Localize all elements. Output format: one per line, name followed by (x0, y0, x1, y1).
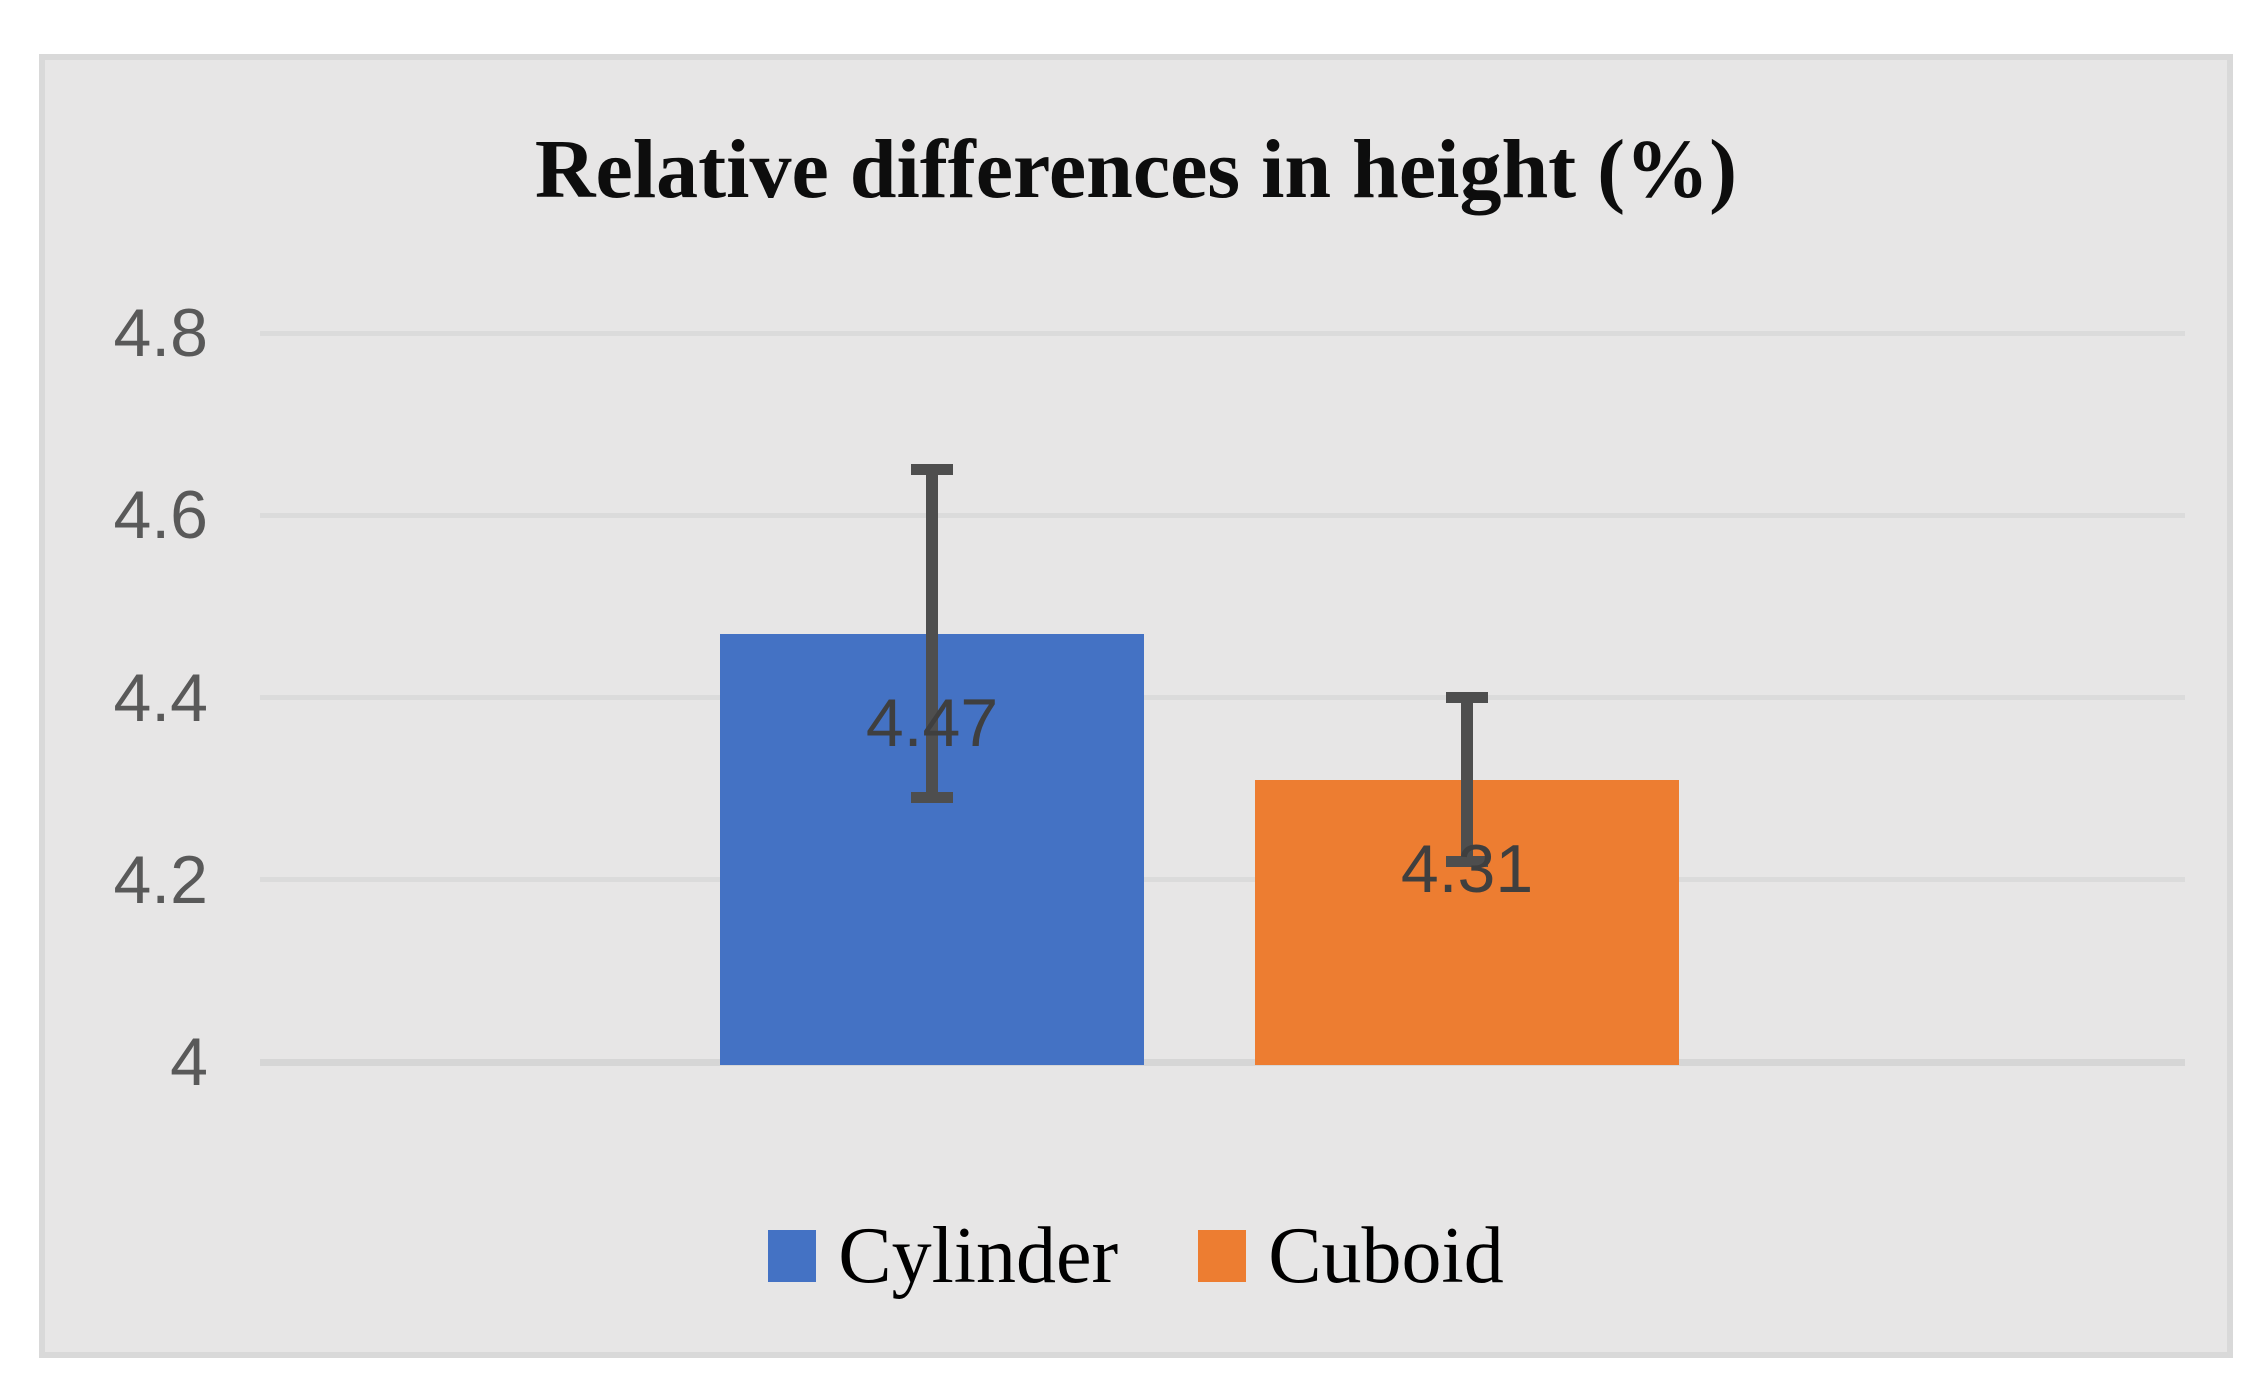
legend-swatch-cylinder (768, 1230, 817, 1282)
ytick-label-4.4: 4.4 (113, 659, 208, 736)
ytick-label-4.2: 4.2 (113, 841, 208, 918)
ytick-label-4.6: 4.6 (113, 477, 208, 554)
gridline-y-4.6 (260, 512, 2185, 518)
error-bar-cylinder-top-cap (911, 464, 953, 476)
error-bar-cuboid-top-cap (1446, 692, 1488, 704)
legend-label-cylinder: Cylinder (838, 1212, 1119, 1300)
ytick-label-4.8: 4.8 (113, 295, 208, 372)
error-bar-cuboid-bottom-cap (1446, 856, 1488, 868)
error-bar-cylinder-bottom-cap (911, 792, 953, 804)
legend-item-cylinder[interactable]: Cylinder (768, 1216, 1118, 1296)
chart-title[interactable]: Relative differences in height (%) (534, 123, 1738, 216)
gridline-y-4.8 (260, 330, 2185, 336)
legend-label-cuboid: Cuboid (1268, 1212, 1504, 1300)
plot-area: 4 4.2 4.4 4.6 4.8 4.47 4.31 (45, 60, 2227, 1352)
error-bar-cylinder (926, 469, 938, 798)
legend-swatch-cuboid (1198, 1230, 1247, 1282)
data-label-cylinder: 4.47 (865, 684, 999, 761)
legend: Cylinder Cuboid (45, 1216, 2227, 1296)
error-bar-cuboid (1461, 697, 1473, 862)
chart-panel[interactable]: Relative differences in height (%) 4 4.2 4… (39, 54, 2233, 1358)
ytick-label-4: 4 (170, 1024, 208, 1100)
gridline-y-4.4 (260, 695, 2185, 701)
gridline-y-4 (260, 1058, 2185, 1066)
data-label-cuboid: 4.31 (1400, 830, 1534, 907)
gridline-y-4.2 (260, 877, 2185, 883)
legend-item-cuboid[interactable]: Cuboid (1198, 1216, 1504, 1296)
